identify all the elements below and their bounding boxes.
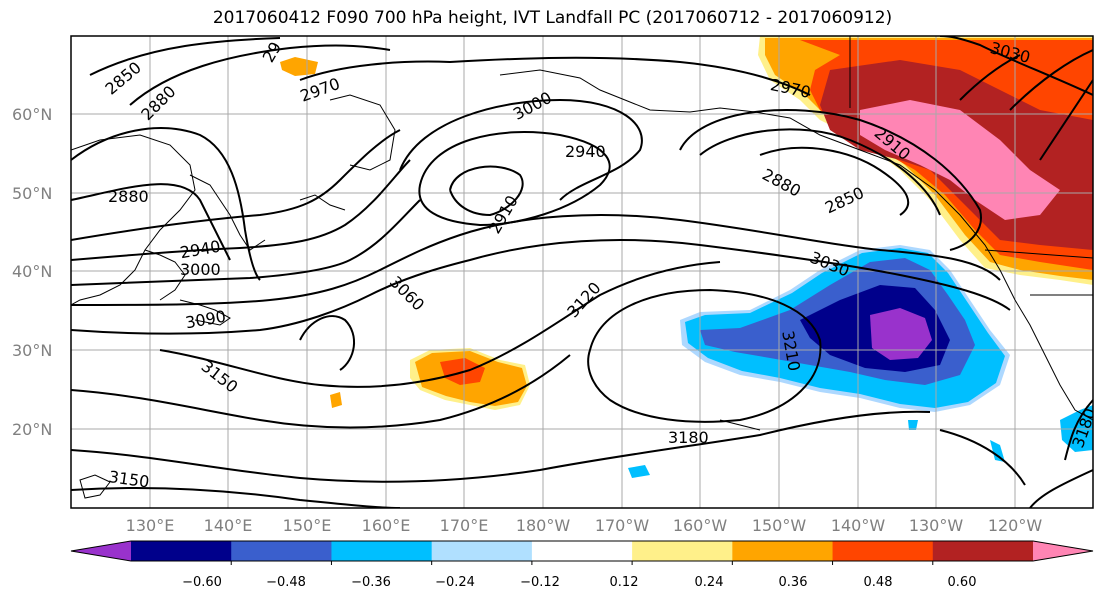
colorbar-tick-label: 0.36 [779, 575, 808, 590]
contour-labels: 2850 2880 2970 3000 2940 2970 3030 2910 … [101, 38, 1093, 491]
map-title: 2017060412 F090 700 hPa height, IVT Land… [212, 8, 893, 28]
coastlines [71, 36, 1093, 499]
height-contours [71, 36, 1093, 508]
lon-label: 180°W [516, 516, 571, 535]
colorbar-tick-label: −0.36 [351, 575, 391, 590]
positive-ivt-region-northeast [758, 36, 1093, 285]
lon-label: 140°E [204, 516, 253, 535]
colorbar-swatch [331, 541, 433, 561]
latitude-labels: 60°N 50°N 40°N 30°N 20°N [12, 105, 52, 439]
colorbar-tick-label: −0.12 [520, 575, 560, 590]
colorbar-tick-label: 0.12 [610, 575, 639, 590]
colorbar-tick-label: −0.60 [182, 575, 222, 590]
colorbar-tick-label: −0.48 [266, 575, 306, 590]
colorbar-swatch [231, 541, 332, 561]
lat-label-20n: 20°N [12, 420, 52, 439]
colorbar-swatch [632, 541, 733, 561]
contour-label: 2880 [108, 187, 149, 206]
colorbar-tick-label: 0.48 [864, 575, 893, 590]
colorbar-swatch [932, 541, 1034, 561]
colorbar-extend-min [71, 541, 131, 561]
lon-label: 130°E [126, 516, 175, 535]
colorbar-outline [70, 540, 1094, 562]
lon-label: 130°W [909, 516, 964, 535]
lat-label-40n: 40°N [12, 262, 52, 281]
lat-label-50n: 50°N [12, 184, 52, 203]
lat-label-60n: 60°N [12, 105, 52, 124]
positive-ivt-region-central [280, 57, 530, 410]
map-plot-area: 2850 2880 2970 3000 2940 2970 3030 2910 … [71, 36, 1093, 508]
lon-label: 170°W [595, 516, 650, 535]
lon-label: 150°W [752, 516, 807, 535]
colorbar-swatch [832, 541, 934, 561]
lon-label: 150°E [283, 516, 332, 535]
colorbar-swatch [431, 541, 533, 561]
colorbar-tick-label: 0.60 [948, 575, 977, 590]
lon-label: 140°W [831, 516, 886, 535]
lon-label: 120°W [988, 516, 1043, 535]
contour-label: 3180 [668, 428, 709, 447]
colorbar-extend-max [1033, 541, 1093, 561]
lon-label: 160°E [362, 516, 411, 535]
longitude-labels: 130°E 140°E 150°E 160°E 170°E 180°W 170°… [126, 516, 1043, 535]
colorbar [70, 540, 1094, 565]
lon-label: 170°E [440, 516, 489, 535]
contour-label: 3000 [180, 260, 221, 279]
contour-label: 2940 [565, 142, 606, 161]
colorbar-tick-labels: −0.60 −0.48 −0.36 −0.24 −0.12 0.12 0.24 … [182, 575, 976, 590]
colorbar-tick-label: 0.24 [695, 575, 724, 590]
colorbar-swatch [531, 541, 633, 561]
colorbar-swatch [131, 541, 232, 561]
lon-label: 160°W [673, 516, 728, 535]
map-frame [70, 35, 1094, 509]
lat-label-30n: 30°N [12, 341, 52, 360]
colorbar-swatch [732, 541, 834, 561]
colorbar-tick-label: −0.24 [435, 575, 475, 590]
